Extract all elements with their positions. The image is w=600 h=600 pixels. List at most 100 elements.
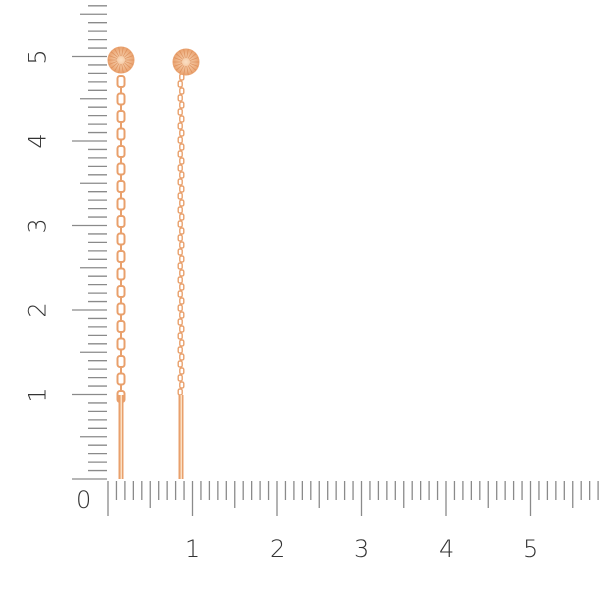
ruler-origin-label: 0: [76, 486, 92, 514]
chain-link: [179, 381, 185, 389]
chain-link: [177, 276, 183, 284]
chain-link: [177, 360, 183, 368]
disc-ray: [108, 60, 118, 65]
disc-ray: [189, 57, 199, 62]
disc-ray: [187, 50, 193, 59]
disc-ray: [114, 48, 120, 57]
disc-ray: [122, 63, 128, 72]
chain-link: [177, 290, 183, 298]
disc-ray: [108, 55, 118, 60]
disc-ray: [188, 53, 197, 60]
chain-link: [179, 87, 185, 95]
disc-ray: [175, 64, 184, 71]
disc-ray: [124, 55, 134, 60]
disc-ray: [179, 65, 185, 74]
h-label-4: 4: [439, 535, 455, 563]
chain-link: [179, 269, 185, 277]
disc-ray: [123, 62, 132, 69]
disc-ray: [118, 63, 121, 73]
chain-link: [116, 267, 126, 281]
vertical-ruler: [72, 5, 107, 480]
bar-highlight: [180, 395, 182, 479]
chain-link: [179, 213, 185, 221]
disc-ray: [121, 63, 124, 73]
chain-link: [179, 255, 185, 263]
disc-ray: [114, 63, 120, 72]
v-label-5: 5: [23, 49, 52, 65]
chain-link: [177, 234, 183, 242]
chain-link: [179, 171, 185, 179]
disc-ray: [173, 62, 183, 67]
disc-ray: [188, 64, 197, 71]
chain-link: [179, 199, 185, 207]
earrings: [107, 46, 200, 479]
disc-ray: [110, 51, 119, 58]
chain-link: [116, 285, 126, 298]
chain-link: [177, 178, 183, 186]
chain-link: [116, 145, 126, 158]
disc-ray: [186, 49, 189, 59]
disc-ray: [187, 65, 193, 74]
disc-ray: [118, 47, 121, 57]
sunburst-disc: [107, 46, 135, 74]
chain-link: [116, 372, 126, 386]
chain-link: [116, 162, 126, 176]
v-label-3: 3: [23, 218, 52, 234]
bar-highlight: [120, 395, 122, 479]
chain-link: [177, 374, 183, 382]
chain-link: [116, 320, 126, 333]
disc-ray: [124, 60, 134, 65]
chain-link: [116, 302, 126, 316]
chain-link: [179, 325, 185, 333]
chain-link: [177, 108, 183, 116]
chain-link: [177, 388, 183, 396]
h-label-1: 1: [185, 535, 201, 563]
disc-ray: [183, 65, 186, 75]
h-label-2: 2: [270, 535, 286, 563]
disc-ray: [110, 62, 119, 69]
chain-link: [179, 129, 185, 137]
disc-ray: [121, 47, 124, 57]
chain-link: [116, 110, 126, 123]
chain-link: [116, 337, 126, 351]
disc-ray: [173, 57, 183, 62]
earring: [172, 48, 200, 479]
h-label-3: 3: [354, 535, 370, 563]
chain-link: [177, 122, 183, 130]
chain-link: [177, 318, 183, 326]
disc-ray: [179, 50, 185, 59]
chain-link: [177, 248, 183, 256]
chain-link: [179, 339, 185, 347]
chain-link: [116, 232, 126, 246]
chain-link: [116, 250, 126, 263]
chain-link: [116, 215, 126, 228]
chain-link: [179, 101, 185, 109]
chain-link: [116, 92, 126, 106]
chain-link: [177, 332, 183, 340]
chain-link: [116, 355, 126, 368]
disc-ray: [186, 65, 189, 75]
chain-link: [116, 180, 126, 193]
v-label-4: 4: [23, 133, 52, 149]
chain-link: [179, 311, 185, 319]
v-label-2: 2: [23, 302, 52, 318]
chain-link: [179, 157, 185, 165]
chain-link: [177, 206, 183, 214]
chain-link: [177, 136, 183, 144]
chain-link: [177, 346, 183, 354]
v-label-1: 1: [23, 387, 52, 403]
horizontal-ruler: [107, 481, 599, 516]
chain-link: [177, 192, 183, 200]
chain-link: [177, 94, 183, 102]
chain-link: [179, 353, 185, 361]
chain-link: [179, 227, 185, 235]
chain-link: [177, 262, 183, 270]
chain-link: [177, 80, 183, 88]
disc-ray: [123, 51, 132, 58]
earring: [107, 46, 135, 479]
chain-link: [179, 115, 185, 123]
chain-link: [116, 127, 126, 141]
chain-link: [179, 297, 185, 305]
